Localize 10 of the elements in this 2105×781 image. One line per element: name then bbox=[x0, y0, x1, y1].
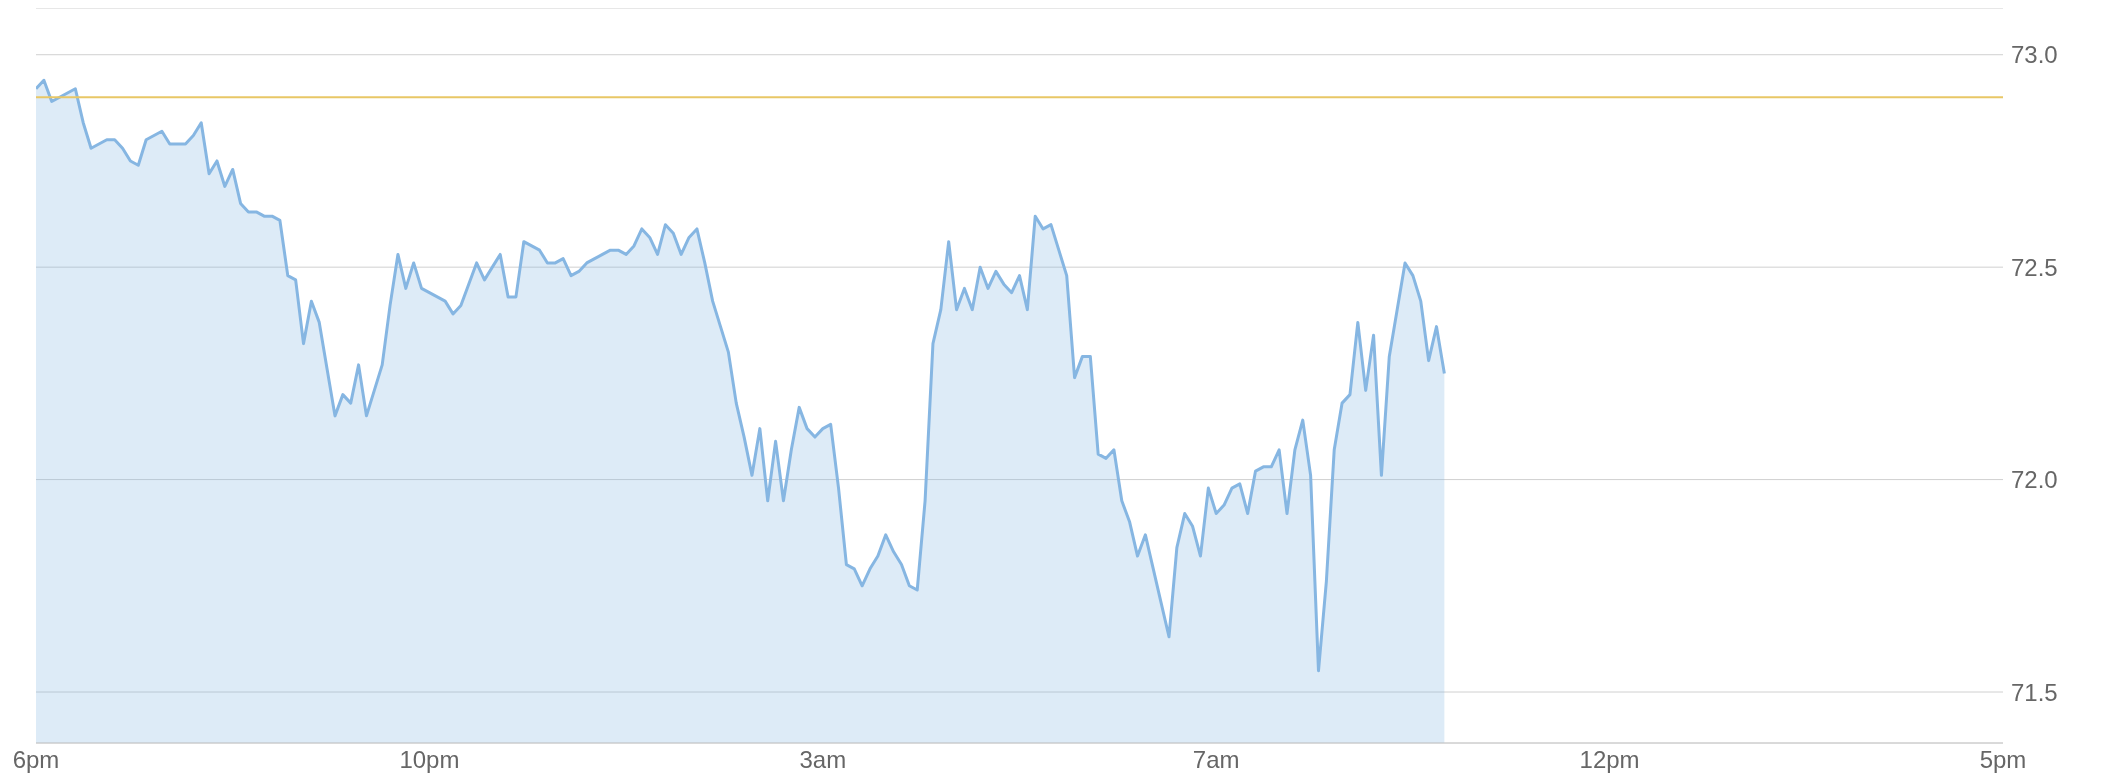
y-tick-label: 71.5 bbox=[2011, 678, 2058, 706]
y-tick-label: 72.0 bbox=[2011, 466, 2058, 494]
x-tick-label: 7am bbox=[1192, 746, 1240, 774]
x-tick-label: 6pm bbox=[12, 746, 60, 774]
y-tick-label: 72.5 bbox=[2011, 253, 2058, 281]
x-tick-label: 3am bbox=[799, 746, 847, 774]
x-tick-label: 10pm bbox=[399, 746, 460, 774]
x-tick-label: 12pm bbox=[1579, 746, 1640, 774]
x-tick-label: 5pm bbox=[1979, 746, 2027, 774]
y-tick-label: 73.0 bbox=[2011, 41, 2058, 69]
